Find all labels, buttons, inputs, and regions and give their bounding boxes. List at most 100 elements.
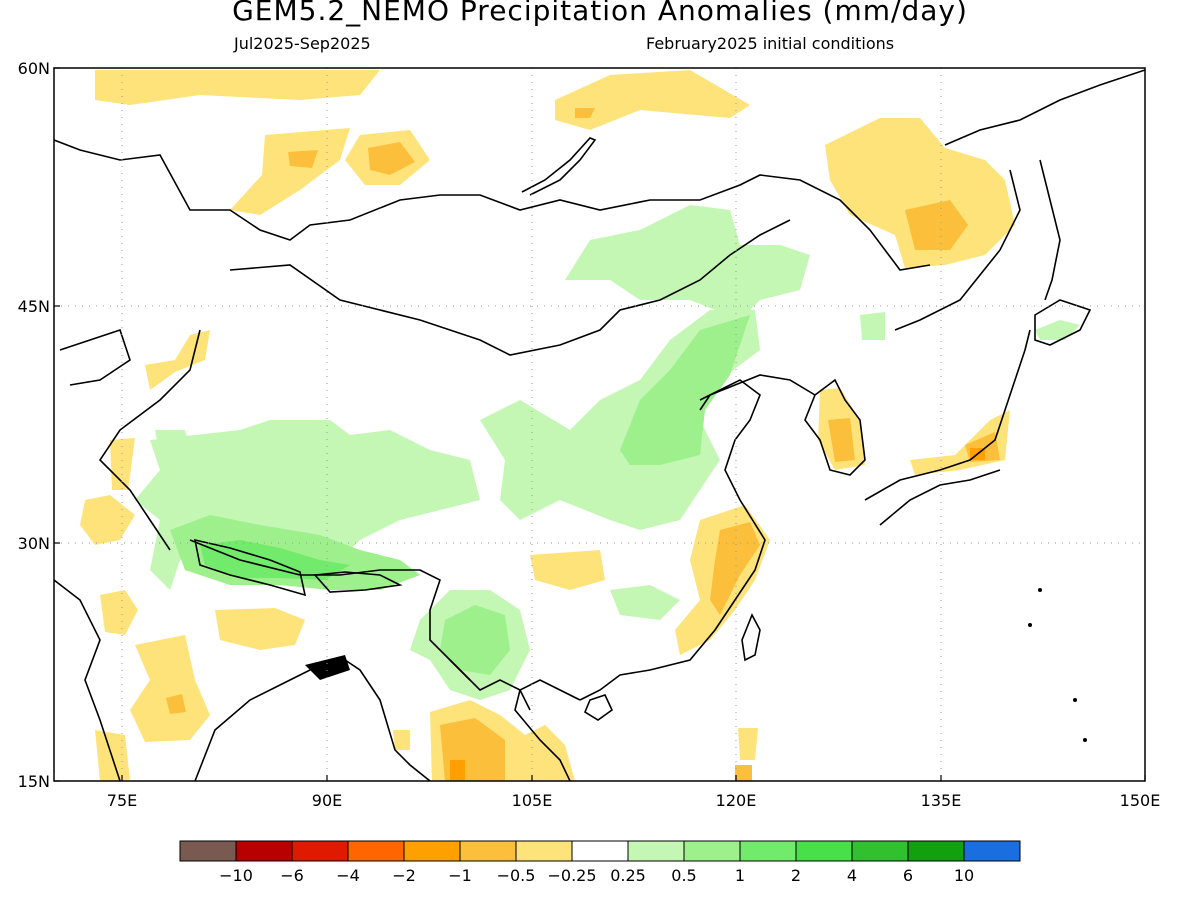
- lon-tick-label: 135E: [921, 791, 962, 810]
- colorbar-label: 4: [847, 866, 857, 885]
- coastline-lake-baikal: [521, 137, 597, 196]
- coastline-indochina: [514, 679, 581, 781]
- initial-conditions-label: February2025 initial conditions: [646, 34, 895, 53]
- lon-tick-label: 150E: [1120, 791, 1161, 810]
- colorbar-swatch: [347, 840, 405, 862]
- lat-tick-label: 15N: [18, 772, 50, 791]
- colorbar-label: 6: [903, 866, 913, 885]
- colorbar-swatch: [291, 840, 349, 862]
- anomaly-region-baikal-north: [555, 70, 750, 130]
- colorbar-swatch: [683, 840, 741, 862]
- anomaly-region-baikal-north-core: [575, 108, 595, 118]
- colorbar-label: −2: [392, 866, 416, 885]
- anomaly-region-taiwan: [738, 728, 758, 760]
- colorbar: [179, 840, 1021, 862]
- anomaly-region-india-east: [215, 608, 305, 650]
- coastline-korea: [804, 378, 866, 476]
- anomaly-region-manchuria-wet: [860, 312, 885, 340]
- lat-tick-label: 45N: [18, 297, 50, 316]
- coastline-india-west: [54, 579, 121, 781]
- anomaly-field: [80, 70, 1080, 781]
- anomaly-region-india-central: [130, 635, 210, 742]
- coastline-hainan: [583, 694, 614, 721]
- forecast-period: Jul2025-Sep2025: [234, 34, 371, 53]
- anomaly-region-west-siberia: [230, 128, 350, 215]
- anomaly-region-tibet-wet: [135, 420, 480, 590]
- border-southeast-asia: [449, 659, 531, 711]
- anomaly-region-philippines-north: [735, 765, 752, 781]
- colorbar-label: 10: [954, 866, 974, 885]
- coastline-taiwan: [741, 613, 761, 662]
- border-china-north: [229, 219, 791, 356]
- colorbar-swatch: [739, 840, 797, 862]
- anomaly-region-kashmir-wet: [155, 430, 190, 455]
- lat-tick-label: 60N: [18, 59, 50, 78]
- coastline-china-east: [579, 379, 766, 701]
- lat-tick-label: 30N: [18, 534, 50, 553]
- lon-tick-label: 120E: [716, 791, 757, 810]
- colorbar-label: 2: [791, 866, 801, 885]
- coastline-sakhalin: [1039, 159, 1061, 301]
- anomaly-region-pakistan: [80, 495, 135, 545]
- border-bhutan: [313, 571, 403, 593]
- colorbar-swatch: [627, 840, 685, 862]
- lon-tick-label: 105E: [512, 791, 553, 810]
- colorbar-label: 1: [735, 866, 745, 885]
- colorbar-swatch: [571, 840, 629, 862]
- tick-marks: [54, 67, 1146, 782]
- anomaly-region-north-siberia: [95, 70, 380, 105]
- map-frame: [53, 67, 1146, 782]
- colorbar-label: −6: [280, 866, 304, 885]
- colorbar-swatch: [907, 840, 965, 862]
- anomaly-region-burma-south: [393, 730, 410, 750]
- border-himalaya: [189, 539, 471, 681]
- coastline-japan-honshu: [864, 329, 1031, 501]
- anomaly-region-hunan-wet: [610, 585, 680, 620]
- lon-tick-label: 75E: [107, 791, 137, 810]
- anomaly-region-mongolia-wet: [565, 205, 810, 320]
- colorbar-label: −0.5: [497, 866, 536, 885]
- anomaly-region-kazakh: [145, 330, 210, 390]
- island-dot: [1073, 698, 1077, 702]
- colorbar-label: 0.5: [671, 866, 696, 885]
- colorbar-swatch: [851, 840, 909, 862]
- coastlines: [54, 69, 1145, 781]
- coastline-bay-of-bengal: [194, 659, 431, 781]
- anomaly-region-east-china-coast-core: [710, 522, 760, 615]
- anomaly-region-korea-core: [828, 418, 855, 462]
- anomaly-region-indochina-deep-core: [450, 760, 465, 781]
- anomaly-region-yunnan-wet-core: [440, 605, 510, 675]
- anomaly-region-lake-baikal-west-core: [368, 142, 415, 175]
- anomaly-region-central-china-wet-core: [620, 315, 750, 465]
- anomaly-region-northeast-china-core: [905, 200, 968, 250]
- coastline-pacific-russia: [944, 69, 1145, 146]
- colorbar-swatch: [403, 840, 461, 862]
- island-dot: [1083, 738, 1087, 742]
- anomaly-region-india-west: [100, 590, 138, 635]
- colorbar-label: −1: [448, 866, 472, 885]
- colorbar-labels: −10 −6 −4 −2 −1 −0.5 −0.25 0.25 0.5 1 2 4 6 10: [219, 866, 974, 885]
- anomaly-region-india-central-core: [166, 694, 186, 714]
- anomaly-region-india-south: [95, 730, 130, 781]
- anomaly-region-japan-north-wet: [1035, 320, 1080, 340]
- colorbar-swatch: [459, 840, 517, 862]
- lon-tick-label: 90E: [312, 791, 342, 810]
- coastline-japan-south: [879, 469, 1001, 526]
- anomaly-region-west-siberia-core: [288, 150, 318, 168]
- coastline-okhotsk-west: [894, 169, 1021, 331]
- colorbar-swatch: [963, 840, 1021, 862]
- island-dot: [1028, 623, 1032, 627]
- border-china-west: [98, 329, 201, 551]
- coastline-arctic-north-asia: [54, 139, 931, 271]
- colorbar-label: −0.25: [547, 866, 596, 885]
- coastline-caspian-aral: [59, 328, 131, 386]
- bangladesh-delta: [305, 655, 350, 680]
- colorbar-swatch: [235, 840, 293, 862]
- colorbar-swatch: [179, 840, 237, 862]
- island-dot: [1038, 588, 1042, 592]
- border-nepal: [193, 538, 307, 597]
- coastline-bohai: [699, 374, 816, 411]
- anomaly-region-northeast-china: [825, 118, 1015, 268]
- map-title: GEM5.2_NEMO Precipitation Anomalies (mm/…: [232, 0, 968, 27]
- anomaly-region-south-china: [530, 550, 605, 590]
